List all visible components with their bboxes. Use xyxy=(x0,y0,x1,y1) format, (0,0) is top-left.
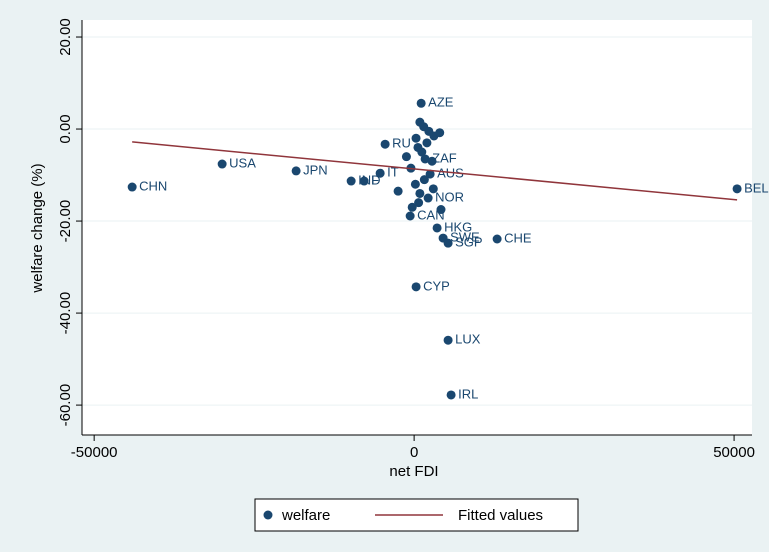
point xyxy=(359,176,369,186)
y-tick-label: -60.00 xyxy=(57,384,74,427)
point xyxy=(411,282,421,292)
point xyxy=(435,128,445,138)
point xyxy=(432,223,442,233)
point xyxy=(407,202,417,212)
point-label: HKG xyxy=(444,219,472,234)
point xyxy=(420,154,430,164)
point-label: ZAF xyxy=(432,150,457,165)
point xyxy=(380,139,390,149)
point xyxy=(415,188,425,198)
point xyxy=(416,98,426,108)
point xyxy=(375,168,385,178)
point xyxy=(417,147,427,157)
point xyxy=(217,159,227,169)
y-axis-label: welfare change (%) xyxy=(29,163,46,293)
fit-line xyxy=(132,141,738,201)
point-label: IRL xyxy=(458,386,478,401)
point-label: NOR xyxy=(435,189,464,204)
point xyxy=(419,175,429,185)
point xyxy=(732,184,742,194)
y-tick-label: -40.00 xyxy=(57,292,74,335)
point xyxy=(414,198,424,208)
point-label: CHE xyxy=(504,230,532,245)
y-tick-label: 0.00 xyxy=(57,114,74,143)
point xyxy=(422,138,432,148)
point xyxy=(410,179,420,189)
point-label: BEL xyxy=(744,180,769,195)
point xyxy=(393,186,403,196)
point xyxy=(428,184,438,194)
point-label: CHN xyxy=(139,178,167,193)
x-axis-label: net FDI xyxy=(389,463,438,480)
y-tick-label: 20.00 xyxy=(57,18,74,56)
point xyxy=(411,133,421,143)
point-label: JPN xyxy=(303,162,328,177)
legend-label: Fitted values xyxy=(458,507,543,524)
point xyxy=(346,176,356,186)
plot-region xyxy=(82,20,752,435)
point xyxy=(492,234,502,244)
point xyxy=(291,166,301,176)
y-tick-label: -20.00 xyxy=(57,200,74,243)
point-label: RU xyxy=(392,136,411,151)
point-label: F xyxy=(371,172,379,187)
point xyxy=(401,152,411,162)
point xyxy=(405,211,415,221)
point xyxy=(436,205,446,215)
legend-label: welfare xyxy=(281,507,330,524)
point xyxy=(443,335,453,345)
point-label: SWE xyxy=(450,230,480,245)
point-label: AZE xyxy=(428,95,454,110)
point-label: IT xyxy=(387,165,399,180)
point-label: SGP xyxy=(455,235,482,250)
point xyxy=(427,156,437,166)
point xyxy=(425,169,435,179)
point-label: LUX xyxy=(455,332,481,347)
legend-marker xyxy=(263,510,273,520)
point xyxy=(127,182,137,192)
point xyxy=(446,390,456,400)
point-label: CYP xyxy=(423,278,450,293)
point-label: USA xyxy=(229,155,256,170)
x-tick-label: 50000 xyxy=(713,444,755,461)
x-tick-label: 0 xyxy=(410,444,418,461)
point xyxy=(423,193,433,203)
x-tick-label: -50000 xyxy=(71,444,118,461)
point xyxy=(443,238,453,248)
